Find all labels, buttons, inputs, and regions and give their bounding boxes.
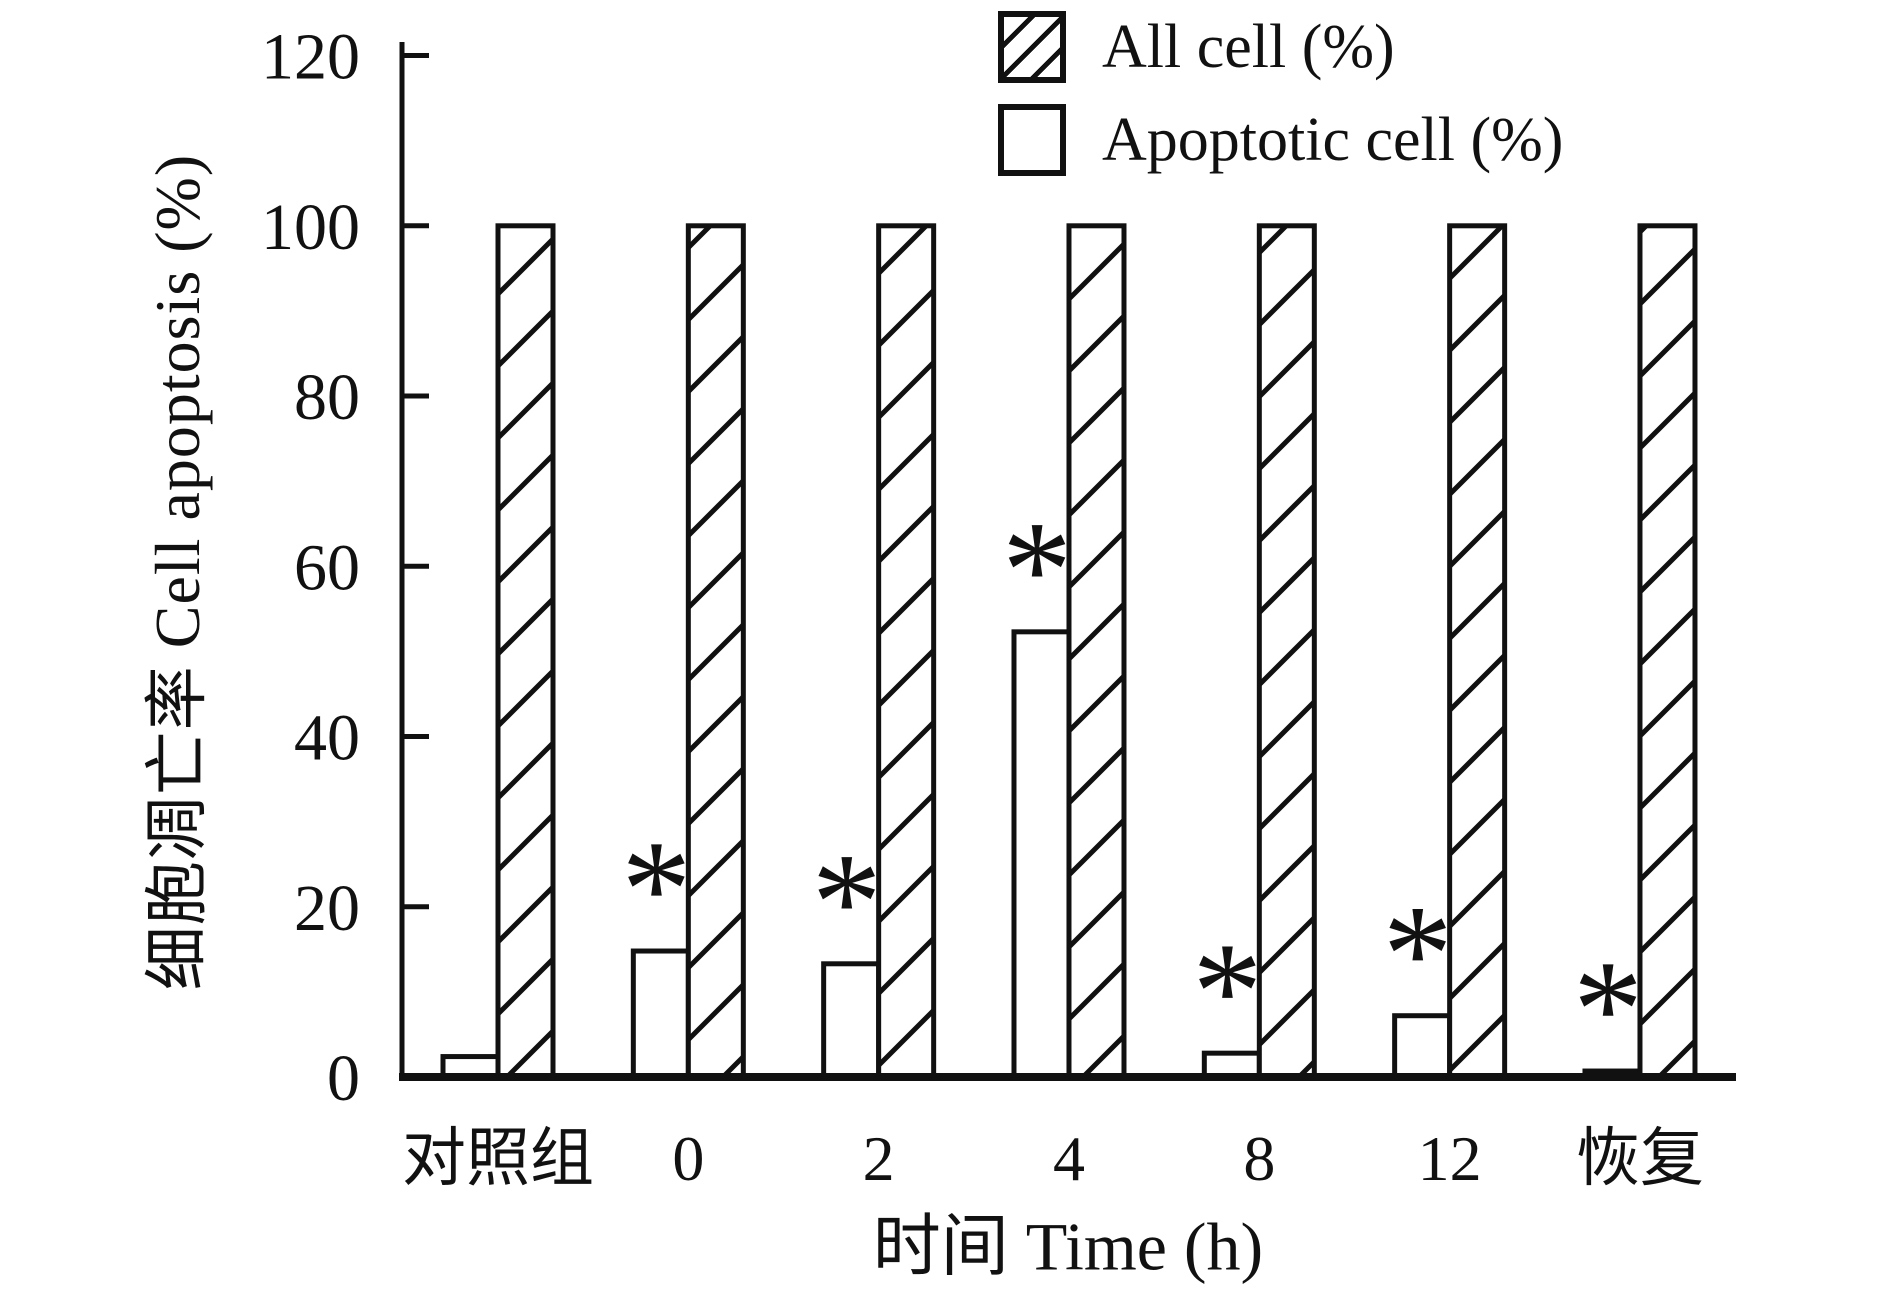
significance-asterisk-5: * [1383,877,1453,1032]
bar-all-cell-2 [876,223,937,1080]
y-tick-label-100: 100 [261,191,360,264]
x-category-label-1: 0 [672,1123,704,1194]
x-category-label-4: 8 [1243,1123,1275,1194]
bar-all-cell-4 [1256,223,1317,1080]
hatched-box-icon [998,11,1066,83]
x-category-label-6: 恢复 [1576,1123,1704,1194]
bar-all-cell-5 [1447,223,1508,1080]
bar-apoptotic-cell-2 [821,961,882,1080]
legend-item-all-cell: All cell (%) [998,11,1563,83]
significance-asterisk-1: * [621,812,691,967]
bar-all-cell-6 [1637,223,1698,1080]
y-axis-title: 细胞凋亡率 Cell apoptosis (%) [142,153,213,991]
x-axis-title: 时间 Time (h) [872,1208,1264,1285]
significance-asterisk-3: * [1002,493,1072,648]
x-category-label-5: 12 [1418,1123,1482,1194]
y-tick-label-20: 20 [294,872,360,945]
legend-label-all-cell: All cell (%) [1102,13,1395,81]
legend-label-apoptotic-cell: Apoptotic cell (%) [1102,106,1564,174]
open-box-icon [998,104,1066,176]
y-tick-label-40: 40 [294,702,360,775]
significance-asterisk-6: * [1573,932,1643,1087]
x-category-label-3: 4 [1053,1123,1085,1194]
bar-apoptotic-cell-3 [1011,629,1072,1080]
legend: All cell (%) Apoptotic cell (%) [998,11,1564,198]
x-category-label-2: 2 [863,1123,895,1194]
legend-item-apoptotic-cell: Apoptotic cell (%) [998,104,1564,176]
bar-all-cell-1 [685,223,746,1080]
y-tick-label-120: 120 [261,21,360,94]
y-tick-label-0: 0 [327,1042,360,1115]
y-tick-label-80: 80 [294,361,360,434]
bar-all-cell-3 [1066,223,1127,1080]
x-category-label-0: 对照组 [402,1123,594,1194]
bar-apoptotic-cell-1 [630,948,691,1080]
significance-asterisk-4: * [1192,914,1262,1069]
bar-all-cell-0 [495,223,556,1080]
y-tick-label-60: 60 [294,531,360,604]
significance-asterisk-2: * [812,825,882,980]
